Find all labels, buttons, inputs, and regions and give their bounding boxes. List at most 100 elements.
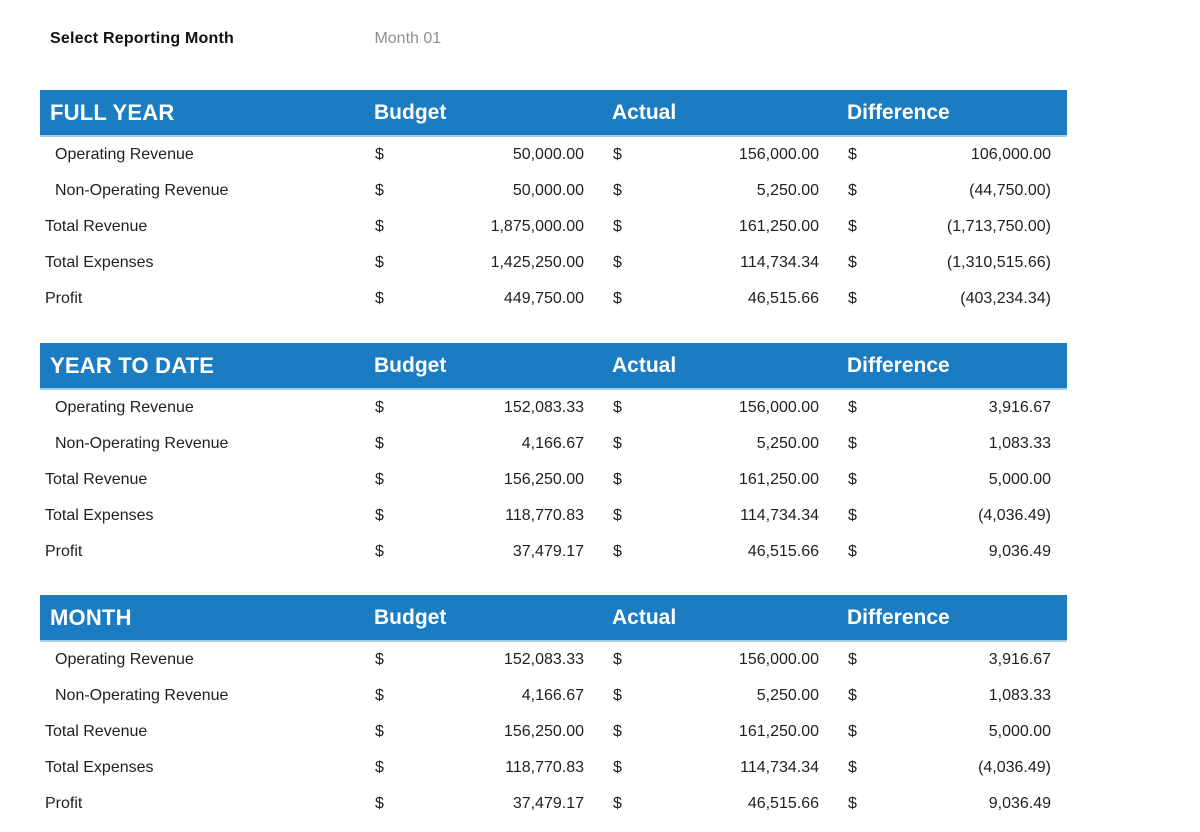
actual-cell: $161,250.00 <box>600 714 835 750</box>
difference-cell: $9,036.49 <box>835 534 1067 570</box>
budget-cell: $50,000.00 <box>362 136 600 173</box>
row-label: Non-Operating Revenue <box>55 687 229 704</box>
actual-column-header: Actual <box>600 595 835 642</box>
row-label: Total Revenue <box>45 471 148 488</box>
difference-cell: $ (1,310,515.66) <box>835 245 1067 281</box>
table-row: Profit $449,750.00 $46,515.66 $ (403,234.34) <box>40 281 1067 317</box>
budget-value: 4,166.67 <box>521 435 584 452</box>
currency-symbol: $ <box>375 795 384 812</box>
currency-symbol: $ <box>375 254 384 271</box>
budget-value: 152,083.33 <box>503 651 584 668</box>
actual-cell: $114,734.34 <box>600 245 835 281</box>
actual-value: 5,250.00 <box>756 435 819 452</box>
table-row: Non-Operating Revenue $50,000.00 $5,250.00… <box>40 173 1067 209</box>
difference-cell: $ (1,713,750.00) <box>835 209 1067 245</box>
currency-symbol: $ <box>848 723 857 740</box>
currency-symbol: $ <box>613 471 622 488</box>
currency-symbol: $ <box>613 146 622 163</box>
actual-value: 114,734.34 <box>740 759 819 776</box>
budget-cell: $37,479.17 <box>362 786 600 822</box>
budget-value: 50,000.00 <box>512 182 584 199</box>
actual-value: 161,250.00 <box>738 471 819 488</box>
currency-symbol: $ <box>375 723 384 740</box>
currency-symbol: $ <box>375 759 384 776</box>
difference-cell: $5,000.00 <box>835 462 1067 498</box>
row-label: Non-Operating Revenue <box>55 435 229 452</box>
row-label: Total Revenue <box>45 218 148 235</box>
table-header-row: MONTH Budget Actual Difference <box>40 595 1067 642</box>
budget-cell: $118,770.83 <box>362 750 600 786</box>
currency-symbol: $ <box>848 687 857 704</box>
currency-symbol: $ <box>848 254 857 271</box>
actual-cell: $156,000.00 <box>600 641 835 678</box>
budget-cell: $1,875,000.00 <box>362 209 600 245</box>
actual-value: 5,250.00 <box>756 182 819 199</box>
currency-symbol: $ <box>613 687 622 704</box>
budget-value: 156,250.00 <box>503 471 584 488</box>
difference-cell: $1,083.33 <box>835 426 1067 462</box>
difference-value: 106,000.00 <box>970 146 1051 163</box>
row-label: Operating Revenue <box>55 146 194 163</box>
table-row: Profit $37,479.17 $46,515.66 $9,036.49 <box>40 534 1067 570</box>
currency-symbol: $ <box>848 543 857 560</box>
select-reporting-month-label: Select Reporting Month <box>50 30 234 47</box>
difference-value: (4,036.49) <box>978 759 1051 776</box>
month-table: MONTH Budget Actual Difference Operating… <box>40 595 1067 822</box>
difference-column-header: Difference <box>835 343 1067 390</box>
actual-column-header: Actual <box>600 343 835 390</box>
difference-value: (1,713,750.00) <box>946 218 1051 235</box>
actual-cell: $156,000.00 <box>600 136 835 173</box>
row-label: Total Expenses <box>45 254 154 271</box>
budget-value: 118,770.83 <box>505 759 584 776</box>
row-label: Operating Revenue <box>55 651 194 668</box>
currency-symbol: $ <box>375 507 384 524</box>
currency-symbol: $ <box>613 218 622 235</box>
actual-value: 161,250.00 <box>738 723 819 740</box>
currency-symbol: $ <box>613 759 622 776</box>
difference-value: 5,000.00 <box>988 471 1051 488</box>
table-title-full-year: FULL YEAR <box>40 90 362 137</box>
table-row: Total Expenses $118,770.83 $114,734.34 $ (4,… <box>40 498 1067 534</box>
difference-value: 9,036.49 <box>988 543 1051 560</box>
row-label: Total Expenses <box>45 507 154 524</box>
difference-cell: $9,036.49 <box>835 786 1067 822</box>
row-label: Operating Revenue <box>55 399 194 416</box>
row-label: Non-Operating Revenue <box>55 182 229 199</box>
currency-symbol: $ <box>848 795 857 812</box>
currency-symbol: $ <box>613 651 622 668</box>
budget-value: 152,083.33 <box>503 399 584 416</box>
table-header-row: FULL YEAR Budget Actual Difference <box>40 90 1067 137</box>
budget-cell: $449,750.00 <box>362 281 600 317</box>
table-title-month: MONTH <box>40 595 362 642</box>
actual-value: 46,515.66 <box>747 290 819 307</box>
budget-value: 1,425,250.00 <box>490 254 584 271</box>
budget-cell: $156,250.00 <box>362 462 600 498</box>
budget-cell: $152,083.33 <box>362 389 600 426</box>
currency-symbol: $ <box>613 507 622 524</box>
currency-symbol: $ <box>613 182 622 199</box>
difference-cell: $ (403,234.34) <box>835 281 1067 317</box>
row-label: Profit <box>45 290 83 307</box>
currency-symbol: $ <box>848 507 857 524</box>
full-year-table: FULL YEAR Budget Actual Difference Opera… <box>40 90 1067 317</box>
table-row: Operating Revenue $152,083.33 $156,000.00 $… <box>40 389 1067 426</box>
actual-cell: $46,515.66 <box>600 534 835 570</box>
table-title-year-to-date: YEAR TO DATE <box>40 343 362 390</box>
difference-value: 9,036.49 <box>988 795 1051 812</box>
budget-value: 449,750.00 <box>503 290 584 307</box>
budget-column-header: Budget <box>362 343 600 390</box>
table-row: Operating Revenue $50,000.00 $156,000.00 $1… <box>40 136 1067 173</box>
reporting-month-dropdown[interactable]: Month 01 <box>374 30 442 47</box>
budget-column-header: Budget <box>362 90 600 137</box>
difference-cell: $ (4,036.49) <box>835 750 1067 786</box>
budget-cell: $37,479.17 <box>362 534 600 570</box>
table-row: Non-Operating Revenue $4,166.67 $5,250.00 $… <box>40 678 1067 714</box>
difference-column-header: Difference <box>835 90 1067 137</box>
table-row: Total Revenue $1,875,000.00 $161,250.00 $ (1… <box>40 209 1067 245</box>
difference-value: (44,750.00) <box>969 182 1051 199</box>
actual-cell: $5,250.00 <box>600 426 835 462</box>
budget-value: 156,250.00 <box>503 723 584 740</box>
currency-symbol: $ <box>848 399 857 416</box>
table-row: Total Expenses $118,770.83 $114,734.34 $ (4,… <box>40 750 1067 786</box>
difference-cell: $ (4,036.49) <box>835 498 1067 534</box>
